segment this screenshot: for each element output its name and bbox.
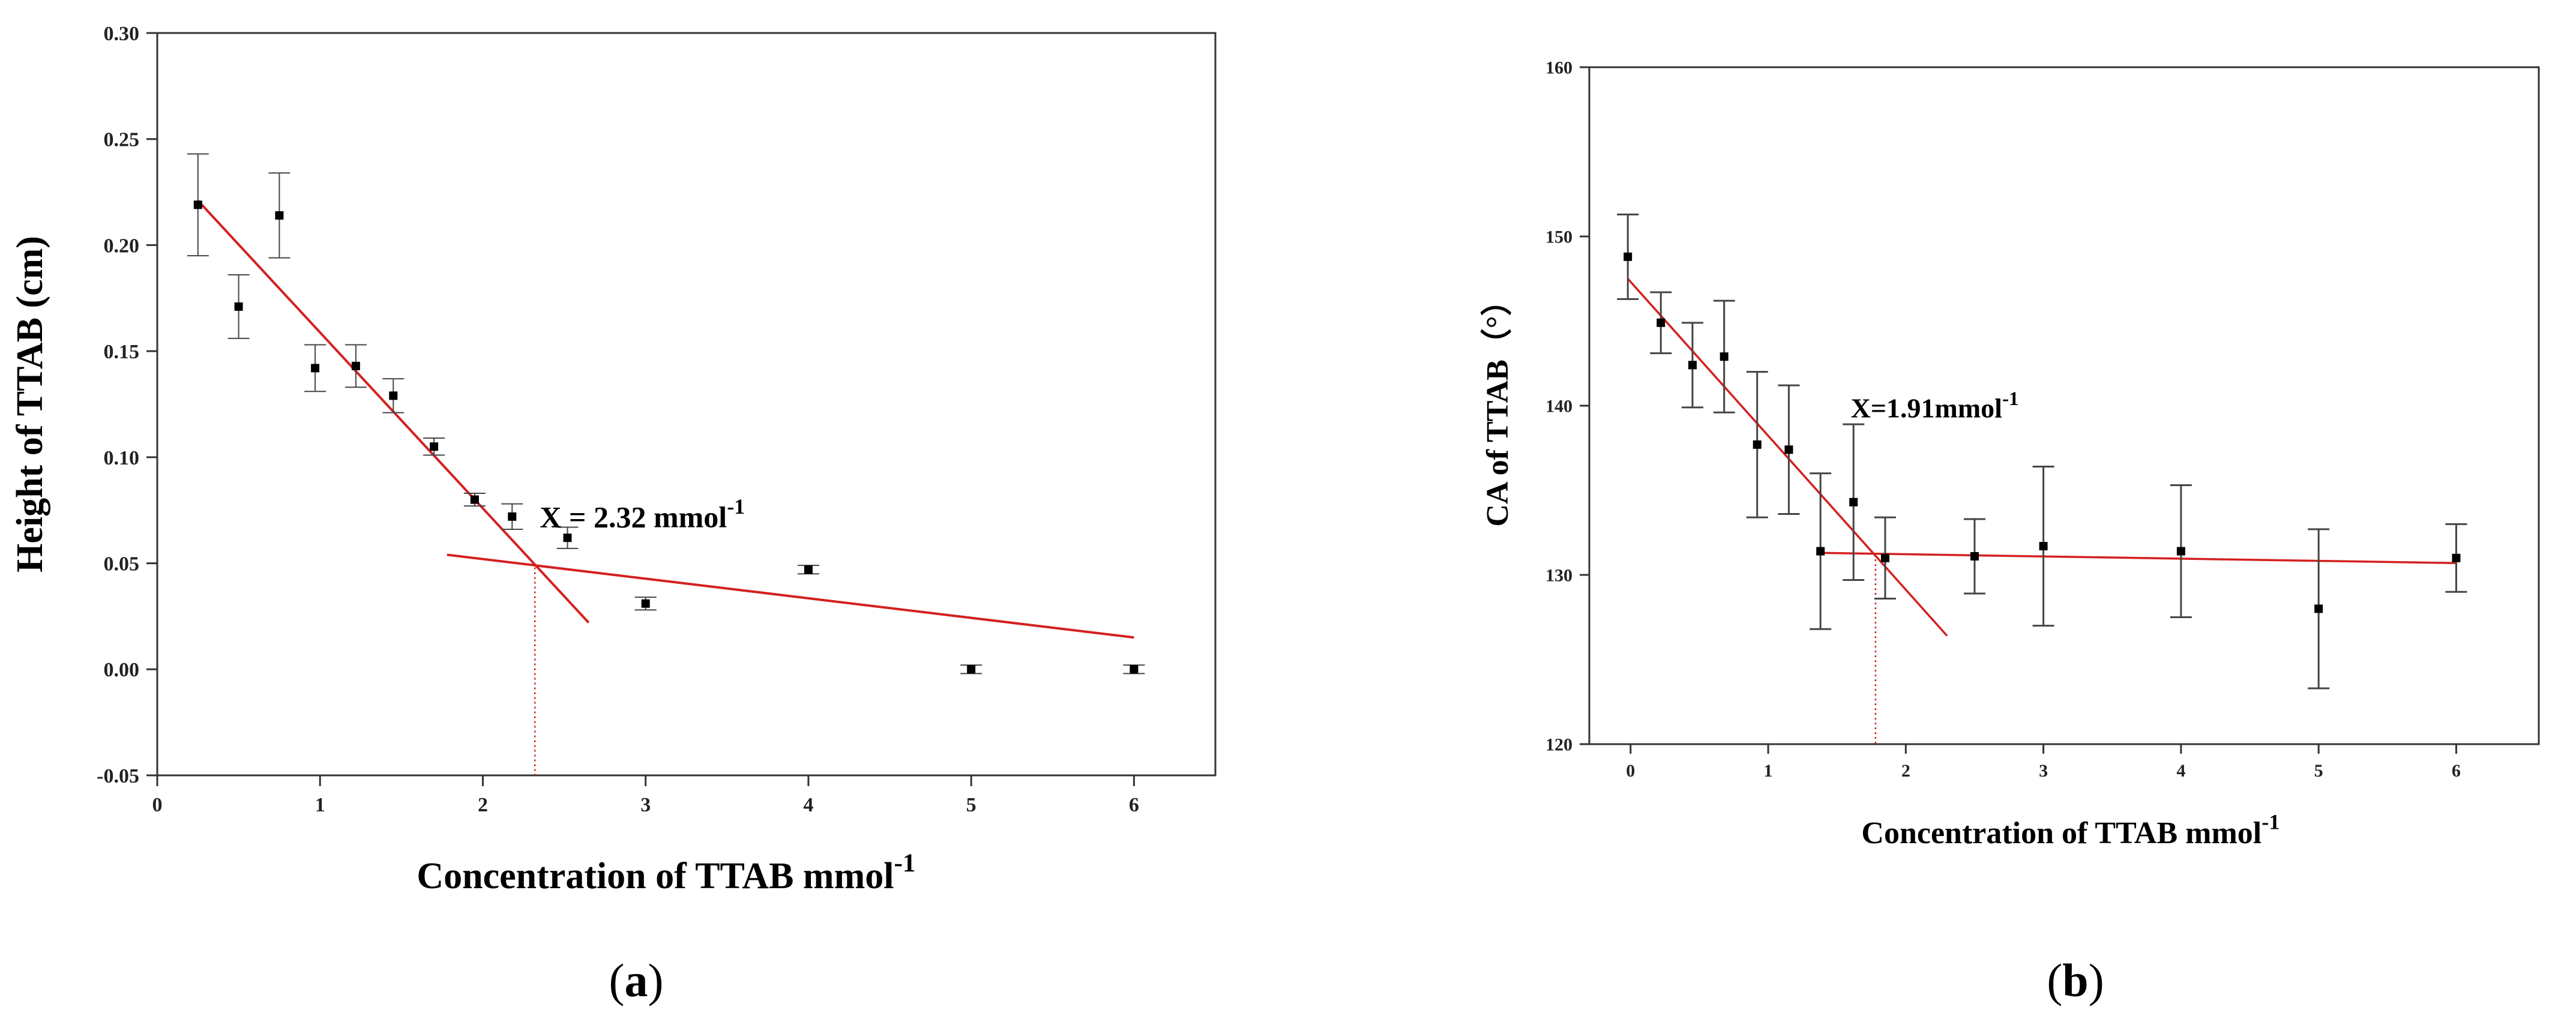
data-point xyxy=(311,364,320,373)
y-tick-label: 0.30 xyxy=(104,23,140,45)
y-tick-label: 0.15 xyxy=(104,341,140,363)
x-tick-label: 0 xyxy=(152,794,163,816)
y-tick-label: 140 xyxy=(1545,397,1572,416)
x-tick-label: 0 xyxy=(1626,761,1635,781)
y-tick-label: -0.05 xyxy=(97,765,139,787)
y-tick-label: 120 xyxy=(1545,735,1572,755)
y-axis-label: Height of TTAB (cm) xyxy=(10,236,50,573)
x-tick-label: 6 xyxy=(1129,794,1139,816)
data-point xyxy=(430,442,439,451)
data-point xyxy=(1624,252,1633,261)
panel-label: (b) xyxy=(2047,954,2104,1006)
data-point xyxy=(804,565,813,574)
y-tick-label: 150 xyxy=(1545,227,1572,247)
data-point xyxy=(1816,547,1825,556)
chart-panel-b: 120 130 140 150 160 0 1 2 3 4 5 6 CA of TTAB（°） Conce… xyxy=(1480,58,2540,1006)
data-point xyxy=(1130,665,1139,674)
data-point xyxy=(1784,445,1793,454)
x-tick-label: 3 xyxy=(2039,761,2048,781)
data-point xyxy=(967,665,976,674)
x-tick-label: 4 xyxy=(2176,761,2185,781)
data-point xyxy=(1720,352,1729,361)
chart-panel-a: -0.05 0.00 0.05 0.10 0.15 0.20 0.25 0.30 0 1 2 3 4 5 6… xyxy=(10,23,1217,1006)
x-tick-label: 6 xyxy=(2452,761,2461,781)
y-axis-label: CA of TTAB（°） xyxy=(1480,284,1515,526)
y-tick-label: 0.20 xyxy=(104,235,140,257)
data-point xyxy=(1753,440,1762,449)
y-tick-label: 160 xyxy=(1545,58,1572,78)
x-tick-label: 2 xyxy=(1901,761,1910,781)
data-point xyxy=(2452,553,2461,562)
fit-line-2 xyxy=(447,553,1134,639)
data-point xyxy=(1657,318,1666,327)
plot-frame xyxy=(1588,66,2540,745)
data-point xyxy=(234,302,243,311)
x-tick-label: 4 xyxy=(803,794,813,816)
y-tick-label: 0.25 xyxy=(104,129,140,151)
data-point xyxy=(1880,553,1889,562)
x-tick-label: 5 xyxy=(2314,761,2323,781)
y-tick-label: 130 xyxy=(1545,566,1572,586)
data-point xyxy=(563,534,572,543)
data-point xyxy=(275,211,284,220)
fit-line-1 xyxy=(1627,278,1948,637)
data-point xyxy=(2314,604,2323,613)
data-point xyxy=(1970,552,1979,561)
breakpoint-annotation: X = 2.32 mmol-1 xyxy=(540,494,745,534)
x-axis-label: Concentration of TTAB mmol-1 xyxy=(417,849,915,897)
data-point xyxy=(389,391,398,400)
data-point xyxy=(470,495,479,504)
data-point xyxy=(641,599,650,608)
y-tick-label: 0.00 xyxy=(104,659,140,681)
data-point xyxy=(193,200,202,209)
x-tick-label: 3 xyxy=(640,794,651,816)
y-tick-label: 0.05 xyxy=(104,553,140,575)
data-point xyxy=(1849,497,1858,506)
fit-line-2 xyxy=(1823,552,2457,565)
x-tick-label: 5 xyxy=(966,794,977,816)
data-point xyxy=(2176,547,2185,556)
breakpoint-annotation: X=1.91mmol-1 xyxy=(1851,388,2019,424)
data-point xyxy=(2039,542,2048,551)
data-point xyxy=(351,361,360,370)
x-axis-label: Concentration of TTAB mmol-1 xyxy=(1861,810,2280,850)
x-tick-label: 2 xyxy=(478,794,488,816)
data-point xyxy=(1688,361,1697,370)
panel-label: (a) xyxy=(609,954,664,1006)
y-tick-label: 0.10 xyxy=(104,447,140,469)
plot-frame xyxy=(156,32,1217,777)
data-point xyxy=(508,512,517,521)
x-tick-label: 1 xyxy=(1764,761,1773,781)
x-tick-label: 1 xyxy=(315,794,325,816)
